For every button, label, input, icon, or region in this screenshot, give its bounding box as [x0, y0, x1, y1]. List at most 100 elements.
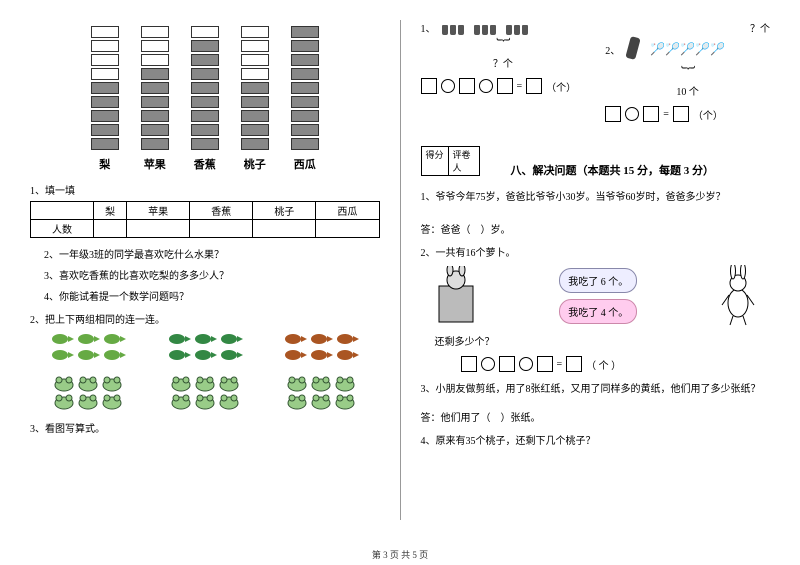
bar-cell	[291, 138, 319, 150]
blank-box[interactable]	[673, 106, 689, 122]
blank-box[interactable]	[421, 78, 437, 94]
frog-icon	[53, 376, 75, 392]
chicken-icon	[283, 348, 307, 362]
brace-icon: ︸	[605, 63, 770, 83]
p4-text: 4、原来有35个桃子，还剩下几个桃子？	[421, 432, 771, 447]
op-circle[interactable]	[481, 357, 495, 371]
pic-problem-2: ？个 2、 🏸🏸🏸🏸🏸 ︸ 10 个 = （个）	[605, 20, 770, 130]
bar-label: 香蕉	[191, 156, 219, 172]
blank-box[interactable]	[461, 356, 477, 372]
bar-column	[91, 26, 119, 150]
rabbit-scene: 我吃了 6 个。 我吃了 4 个。	[431, 265, 761, 327]
blank-box[interactable]	[526, 78, 542, 94]
chicken-icon	[335, 332, 359, 346]
frog-icon	[77, 376, 99, 392]
table-blank-cell[interactable]	[253, 220, 316, 238]
bar-cell	[141, 96, 169, 108]
speech-bubble-2: 我吃了 4 个。	[559, 299, 637, 324]
bar-label: 西瓜	[291, 156, 319, 172]
table-blank-cell[interactable]	[127, 220, 190, 238]
bar-label: 梨	[91, 156, 119, 172]
blank-box[interactable]	[643, 106, 659, 122]
q-write-title: 3、看图写算式。	[30, 420, 380, 435]
bar-column	[141, 26, 169, 150]
bar-cell	[241, 110, 269, 122]
blank-box[interactable]	[566, 356, 582, 372]
frog-icon	[286, 394, 308, 410]
bar-column	[291, 26, 319, 150]
bar-cell	[291, 26, 319, 38]
match-top-row	[30, 332, 380, 362]
cup-icon	[506, 25, 512, 35]
bar-cell	[191, 68, 219, 80]
bar-cell	[141, 68, 169, 80]
bar-cell	[191, 96, 219, 108]
duck-group	[160, 332, 250, 362]
op-circle[interactable]	[441, 79, 455, 93]
frog-icon	[77, 394, 99, 410]
bar-cell	[241, 138, 269, 150]
bar-cell	[91, 26, 119, 38]
bar-cell	[141, 40, 169, 52]
cup-group	[506, 25, 528, 35]
bar-cell	[291, 54, 319, 66]
op-circle[interactable]	[479, 79, 493, 93]
cup-icon	[442, 25, 448, 35]
blank-box[interactable]	[537, 356, 553, 372]
blank-box[interactable]	[497, 78, 513, 94]
op-circle[interactable]	[519, 357, 533, 371]
p2-equation: = （ 个 ）	[461, 356, 771, 372]
p3-answer: 答：他们用了（ ）张纸。	[421, 409, 771, 424]
right-column: 1、 ︸ ？个 = （个） ？个	[421, 20, 771, 530]
eq2-suffix: （个）	[693, 107, 723, 122]
p2-eq-suffix: （ 个 ）	[586, 357, 621, 372]
bar-cell	[91, 40, 119, 52]
duck-icon	[219, 348, 243, 362]
frog-icon	[286, 376, 308, 392]
pic2-total: 10 个	[605, 83, 770, 98]
table-blank-cell[interactable]	[94, 220, 127, 238]
score-label: 得分	[422, 147, 449, 175]
frog-icon	[170, 394, 192, 410]
op-circle[interactable]	[625, 107, 639, 121]
frog-icon	[334, 394, 356, 410]
bar-cell	[141, 110, 169, 122]
p2-text: 2、一共有16个萝卜。	[421, 244, 771, 259]
pic2-ask: ？个	[605, 20, 770, 35]
bar-cell	[191, 82, 219, 94]
bar-cell	[91, 138, 119, 150]
section-8-title: 八、解决问题（本题共 15 分，每题 3 分）	[511, 162, 771, 178]
match-title: 2、把上下两组相同的连一连。	[30, 311, 380, 326]
p1-text: 1、爷爷今年75岁，爸爸比爷爷小30岁。当爷爷60岁时，爸爸多少岁？	[421, 188, 771, 203]
brace-icon: ︸	[421, 35, 586, 55]
pic1-caption: ？个	[421, 55, 586, 70]
bar-label: 桃子	[241, 156, 269, 172]
q1-title: 1、填一填	[30, 182, 380, 197]
fill-table: 梨苹果香蕉桃子西瓜 人数	[30, 201, 380, 238]
bar-cell	[191, 54, 219, 66]
bar-cell	[291, 40, 319, 52]
fish-icon	[50, 332, 74, 346]
duck-icon	[167, 332, 191, 346]
bar-cell	[91, 68, 119, 80]
blank-box[interactable]	[605, 106, 621, 122]
table-blank-cell[interactable]	[316, 220, 379, 238]
frog-icon	[310, 394, 332, 410]
bar-cell	[241, 124, 269, 136]
q4-text: 4、你能试着提一个数学问题吗？	[44, 288, 380, 303]
cup-icon	[474, 25, 480, 35]
bar-cell	[91, 110, 119, 122]
column-divider	[400, 20, 401, 520]
bar-chart-labels: 梨 苹果 香蕉 桃子 西瓜	[30, 156, 380, 172]
bar-cell	[191, 26, 219, 38]
frog-icon	[218, 376, 240, 392]
tube-icon	[624, 35, 646, 63]
page-footer: 第 3 页 共 5 页	[0, 548, 800, 561]
table-blank-cell[interactable]	[190, 220, 253, 238]
blank-box[interactable]	[459, 78, 475, 94]
frog-icon	[334, 376, 356, 392]
bar-cell	[291, 68, 319, 80]
blank-box[interactable]	[499, 356, 515, 372]
bar-label: 苹果	[141, 156, 169, 172]
bar-cell	[91, 82, 119, 94]
